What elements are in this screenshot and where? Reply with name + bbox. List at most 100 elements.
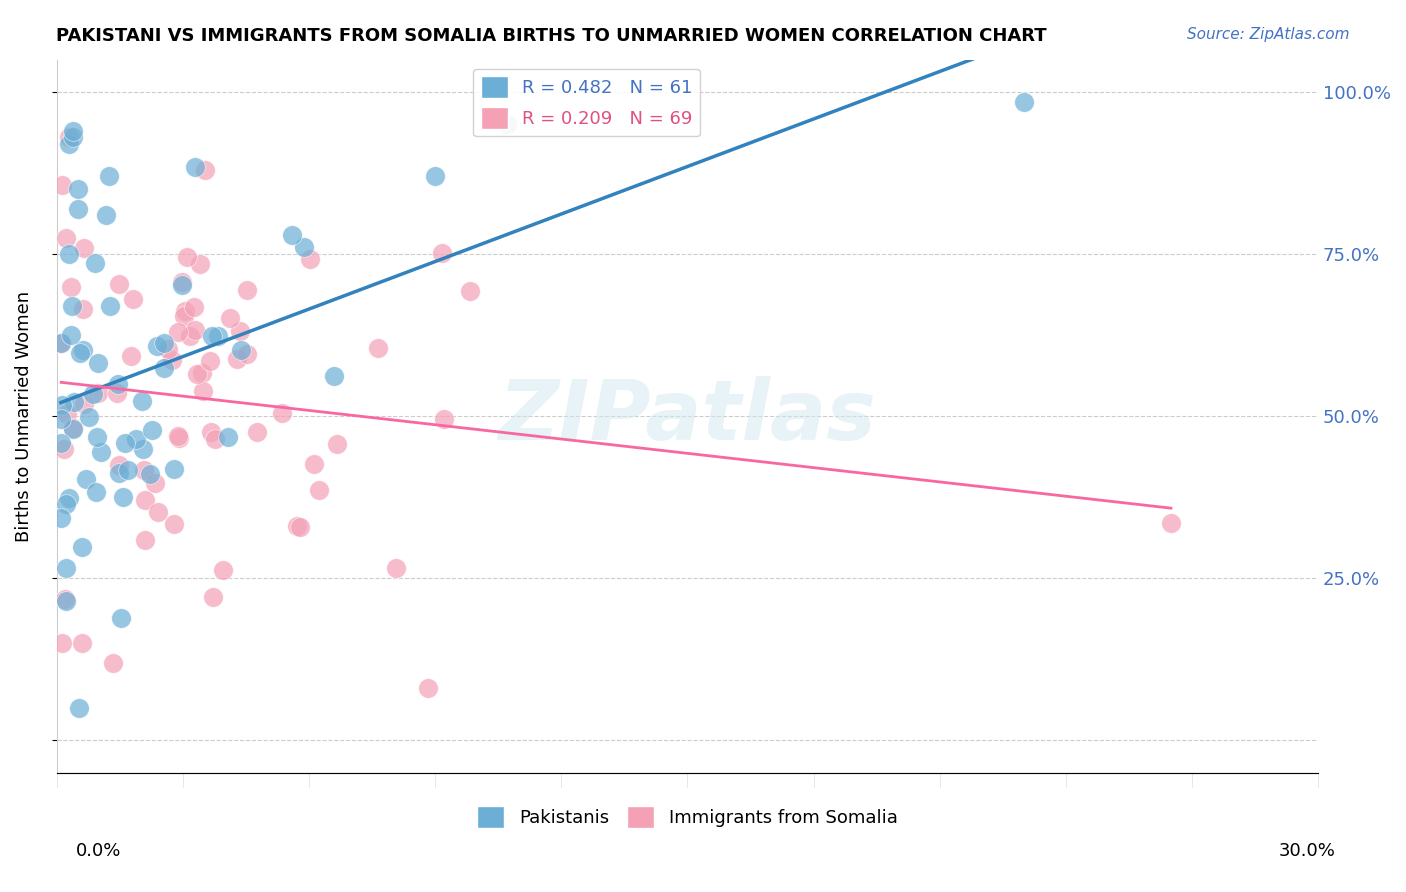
Point xyxy=(143,475,166,490)
Point xyxy=(132,442,155,456)
Point xyxy=(114,436,136,450)
Point xyxy=(188,257,211,271)
Point xyxy=(184,323,207,337)
Point xyxy=(1160,516,1182,530)
Point xyxy=(236,283,259,297)
Point xyxy=(139,467,162,481)
Point xyxy=(285,519,308,533)
Point xyxy=(204,432,226,446)
Point xyxy=(173,309,195,323)
Point xyxy=(202,590,225,604)
Point xyxy=(72,540,94,554)
Point xyxy=(191,384,214,399)
Point xyxy=(298,252,321,267)
Point xyxy=(55,591,77,606)
Point xyxy=(322,368,344,383)
Point xyxy=(170,275,193,289)
Point xyxy=(186,367,208,381)
Point xyxy=(183,300,205,314)
Point xyxy=(132,463,155,477)
Point xyxy=(198,354,221,368)
Point xyxy=(432,246,454,260)
Point xyxy=(101,657,124,671)
Point xyxy=(73,242,96,256)
Point xyxy=(112,490,135,504)
Point xyxy=(70,636,93,650)
Point xyxy=(55,560,77,574)
Point xyxy=(110,611,132,625)
Point xyxy=(153,361,176,376)
Point xyxy=(193,163,215,178)
Point xyxy=(58,136,80,151)
Point xyxy=(55,594,77,608)
Point xyxy=(58,247,80,261)
Point xyxy=(86,430,108,444)
Point xyxy=(75,472,97,486)
Point xyxy=(58,130,80,145)
Point xyxy=(167,431,190,445)
Point xyxy=(49,335,72,350)
Point xyxy=(125,433,148,447)
Point xyxy=(84,256,107,270)
Point xyxy=(72,302,94,317)
Text: Source: ZipAtlas.com: Source: ZipAtlas.com xyxy=(1187,27,1350,42)
Point xyxy=(105,386,128,401)
Point xyxy=(49,436,72,450)
Point xyxy=(55,231,77,245)
Point xyxy=(191,366,214,380)
Point xyxy=(62,420,84,434)
Point xyxy=(302,458,325,472)
Y-axis label: Births to Unmarried Women: Births to Unmarried Women xyxy=(15,291,32,541)
Point xyxy=(107,376,129,391)
Point xyxy=(163,462,186,476)
Point xyxy=(63,395,86,409)
Point xyxy=(49,511,72,525)
Point xyxy=(87,386,110,401)
Point xyxy=(217,429,239,443)
Point xyxy=(55,497,77,511)
Point xyxy=(418,681,440,696)
Point xyxy=(229,324,252,338)
Point xyxy=(51,635,73,649)
Point xyxy=(207,328,229,343)
Point xyxy=(86,485,108,500)
Legend: Pakistanis, Immigrants from Somalia: Pakistanis, Immigrants from Somalia xyxy=(470,798,904,835)
Point xyxy=(432,412,454,426)
Point xyxy=(166,325,188,339)
Point xyxy=(184,161,207,175)
Point xyxy=(108,458,131,472)
Point xyxy=(145,339,167,353)
Point xyxy=(229,343,252,357)
Point xyxy=(141,423,163,437)
Text: ZIPatlas: ZIPatlas xyxy=(499,376,876,457)
Point xyxy=(218,311,240,326)
Point xyxy=(82,386,104,401)
Point xyxy=(120,349,142,363)
Point xyxy=(117,463,139,477)
Point xyxy=(163,517,186,532)
Point xyxy=(94,208,117,222)
Point xyxy=(201,329,224,343)
Point xyxy=(458,284,481,298)
Point xyxy=(60,299,83,313)
Point xyxy=(176,250,198,264)
Point xyxy=(146,505,169,519)
Point xyxy=(77,410,100,425)
Point xyxy=(73,396,96,410)
Point xyxy=(200,425,222,439)
Point xyxy=(290,520,312,534)
Point xyxy=(225,351,247,366)
Point xyxy=(134,533,156,547)
Point xyxy=(179,329,201,343)
Text: PAKISTANI VS IMMIGRANTS FROM SOMALIA BIRTHS TO UNMARRIED WOMEN CORRELATION CHART: PAKISTANI VS IMMIGRANTS FROM SOMALIA BIR… xyxy=(56,27,1047,45)
Point xyxy=(69,345,91,359)
Point xyxy=(326,436,349,450)
Text: 0.0%: 0.0% xyxy=(76,842,121,860)
Point xyxy=(67,701,90,715)
Point xyxy=(281,228,304,243)
Point xyxy=(167,428,190,442)
Point xyxy=(134,493,156,508)
Point xyxy=(55,408,77,422)
Point xyxy=(1012,95,1035,109)
Point xyxy=(160,352,183,367)
